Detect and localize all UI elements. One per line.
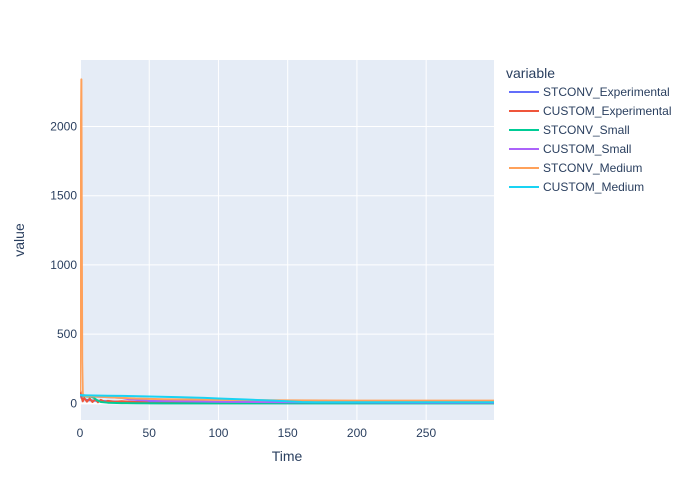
legend-item[interactable]: STCONV_Experimental — [509, 85, 670, 99]
x-tick-label: 200 — [347, 426, 367, 440]
y-tick-label: 1000 — [50, 258, 77, 272]
y-tick-label: 2000 — [50, 119, 77, 133]
series-line-custom-medium — [80, 394, 494, 404]
legend-title: variable — [506, 65, 555, 81]
y-tick-label: 0 — [70, 396, 77, 410]
x-tick-label: 50 — [143, 426, 157, 440]
legend-item[interactable]: STCONV_Medium — [509, 161, 642, 175]
x-tick-label: 250 — [416, 426, 436, 440]
y-axis-title: value — [11, 223, 27, 257]
x-axis-ticks: 0 50 100 150 200 250 — [77, 426, 437, 440]
legend-item[interactable]: STCONV_Small — [509, 123, 630, 137]
legend-label: STCONV_Small — [543, 123, 630, 137]
legend-label: CUSTOM_Medium — [543, 180, 644, 194]
x-tick-label: 100 — [208, 426, 228, 440]
y-tick-label: 1500 — [50, 189, 77, 203]
series-lines — [80, 78, 494, 405]
legend-label: STCONV_Medium — [543, 161, 642, 175]
x-tick-label: 0 — [77, 426, 84, 440]
x-axis-title: Time — [272, 448, 303, 464]
legend-item[interactable]: CUSTOM_Experimental — [509, 104, 671, 118]
y-axis-ticks: 0 500 1000 1500 2000 — [50, 119, 77, 410]
legend-label: STCONV_Experimental — [543, 85, 670, 99]
legend-item[interactable]: CUSTOM_Medium — [509, 180, 644, 194]
x-tick-label: 150 — [278, 426, 298, 440]
y-tick-label: 500 — [57, 327, 77, 341]
legend-item[interactable]: CUSTOM_Small — [509, 142, 631, 156]
legend-label: CUSTOM_Small — [543, 142, 631, 156]
legend-label: CUSTOM_Experimental — [543, 104, 671, 118]
plot-area — [80, 60, 494, 420]
legend: variable STCONV_Experimental CUSTOM_Exper… — [506, 65, 671, 194]
